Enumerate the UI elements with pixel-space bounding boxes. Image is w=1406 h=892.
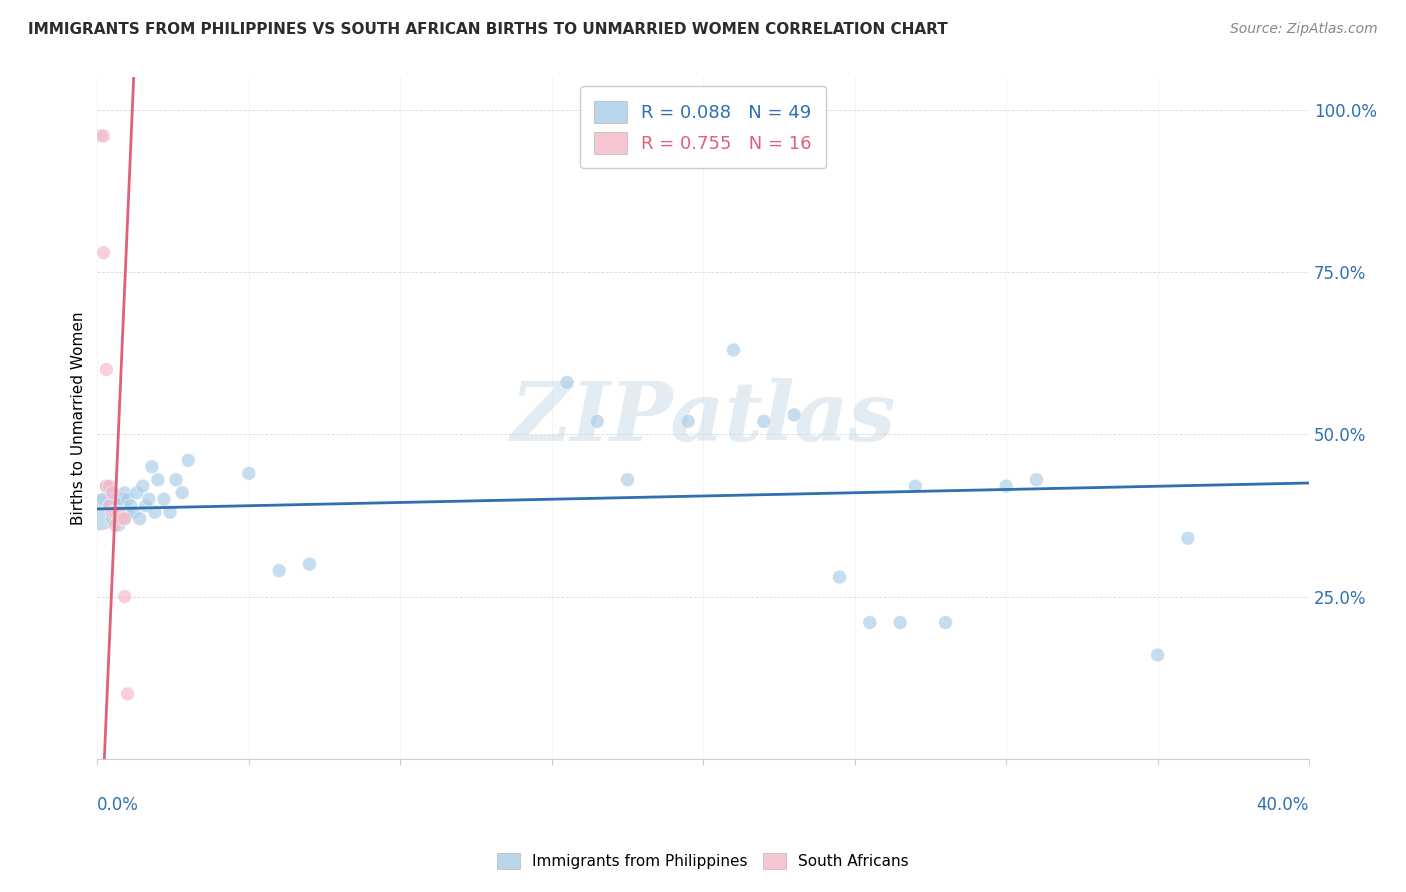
Point [117, 687, 139, 701]
Point [135, 499, 157, 513]
Point [101, 485, 124, 500]
Point [98, 479, 121, 493]
Point [104, 518, 127, 533]
Point [1146, 648, 1168, 662]
Point [107, 499, 129, 513]
Point [96, 479, 118, 493]
Point [859, 615, 882, 630]
Point [93, 492, 115, 507]
Point [114, 511, 136, 525]
Point [828, 570, 851, 584]
Point [177, 453, 200, 467]
Point [89, 128, 111, 143]
Text: IMMIGRANTS FROM PHILIPPINES VS SOUTH AFRICAN BIRTHS TO UNMARRIED WOMEN CORRELATI: IMMIGRANTS FROM PHILIPPINES VS SOUTH AFR… [28, 22, 948, 37]
Point [904, 479, 927, 493]
Point [1025, 473, 1047, 487]
Point [555, 376, 578, 390]
Point [101, 511, 124, 525]
Point [110, 492, 132, 507]
Point [110, 511, 132, 525]
Text: 0.0%: 0.0% [97, 797, 139, 814]
Point [114, 485, 136, 500]
Point [93, 128, 115, 143]
Text: Source: ZipAtlas.com: Source: ZipAtlas.com [1230, 22, 1378, 37]
Point [269, 564, 291, 578]
Point [104, 505, 127, 519]
Point [172, 485, 194, 500]
Y-axis label: Births to Unmarried Women: Births to Unmarried Women [72, 311, 86, 524]
Legend: Immigrants from Philippines, South Africans: Immigrants from Philippines, South Afric… [491, 847, 915, 875]
Legend: R = 0.088   N = 49, R = 0.755   N = 16: R = 0.088 N = 49, R = 0.755 N = 16 [581, 87, 827, 169]
Point [752, 414, 775, 428]
Point [107, 505, 129, 519]
Point [117, 505, 139, 519]
Text: ZIPatlas: ZIPatlas [510, 378, 896, 458]
Point [120, 499, 142, 513]
Point [995, 479, 1018, 493]
Point [138, 492, 160, 507]
Point [238, 467, 260, 481]
Point [89, 505, 111, 519]
Point [783, 408, 806, 422]
Point [98, 499, 121, 513]
Point [143, 505, 166, 519]
Point [117, 492, 139, 507]
Point [104, 505, 127, 519]
Point [141, 459, 163, 474]
Point [101, 505, 124, 519]
Point [125, 485, 148, 500]
Point [96, 362, 118, 376]
Point [101, 485, 124, 500]
Point [107, 518, 129, 533]
Point [104, 492, 127, 507]
Point [122, 505, 145, 519]
Point [128, 511, 150, 525]
Point [676, 414, 699, 428]
Point [132, 479, 155, 493]
Point [1177, 531, 1199, 545]
Point [146, 473, 169, 487]
Point [159, 505, 181, 519]
Point [616, 473, 638, 487]
Point [114, 590, 136, 604]
Point [889, 615, 911, 630]
Point [586, 414, 609, 428]
Point [114, 511, 136, 525]
Point [93, 245, 115, 260]
Point [723, 343, 745, 357]
Text: 40.0%: 40.0% [1257, 797, 1309, 814]
Point [165, 473, 187, 487]
Point [96, 479, 118, 493]
Point [153, 492, 176, 507]
Point [298, 557, 321, 571]
Point [935, 615, 957, 630]
Point [98, 499, 121, 513]
